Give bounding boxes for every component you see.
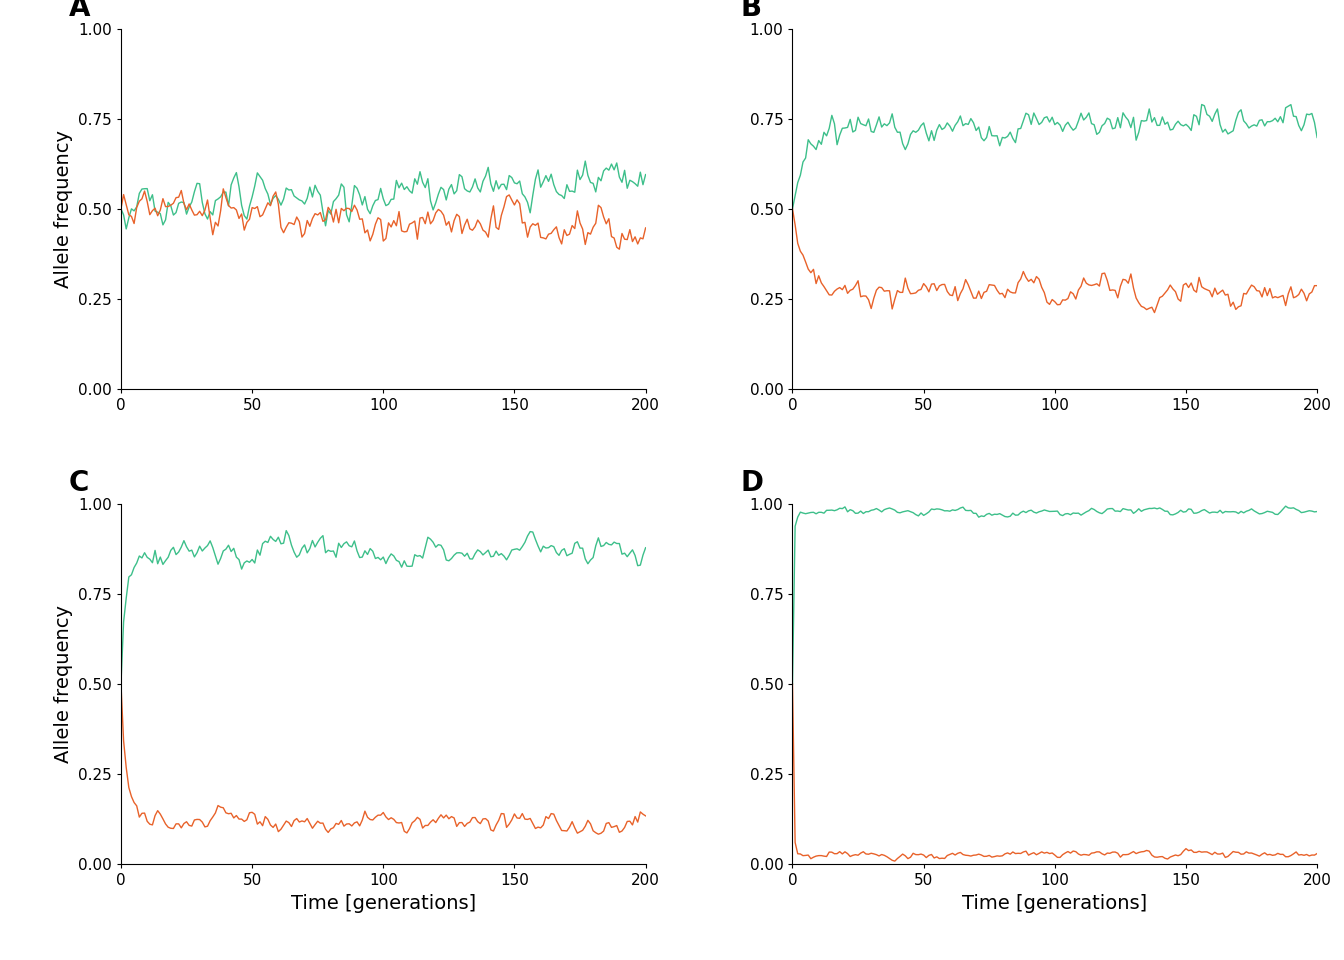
Text: D: D bbox=[741, 468, 763, 497]
Y-axis label: Allele frequency: Allele frequency bbox=[54, 130, 73, 288]
Text: B: B bbox=[741, 0, 761, 22]
Text: A: A bbox=[69, 0, 90, 22]
Y-axis label: Allele frequency: Allele frequency bbox=[54, 605, 73, 763]
X-axis label: Time [generations]: Time [generations] bbox=[962, 894, 1148, 913]
Text: C: C bbox=[69, 468, 89, 497]
X-axis label: Time [generations]: Time [generations] bbox=[290, 894, 476, 913]
